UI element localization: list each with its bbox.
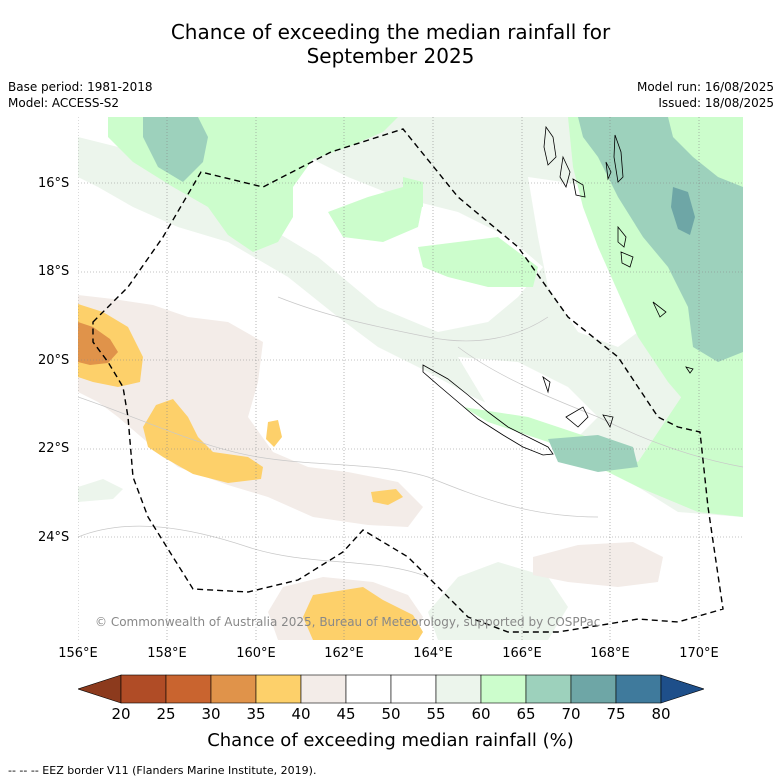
eez-border [92,128,724,633]
colorbar-segments [120,674,662,704]
colorbar-title: Chance of exceeding median rainfall (%) [207,730,574,751]
chart-title-line1: Chance of exceeding the median rainfall … [170,20,611,44]
colorbar-tick-label: 20 [111,705,131,723]
colorbar-tick-label: 45 [336,705,356,723]
copyright-text: © Commonwealth of Australia 2025, Bureau… [95,615,600,629]
new-caledonia-coastline [422,364,554,456]
lon-label-158e: 158°E [147,646,187,661]
colorbar-segment [255,674,302,704]
lon-label-166e: 166°E [502,646,542,661]
colorbar-segment [120,674,167,704]
colorbar-segment [390,674,437,704]
lat-label-24s: 24°S [38,530,70,545]
coastlines [422,125,694,456]
colorbar-tick-label: 80 [651,705,671,723]
colorbar-over-arrow [660,674,704,704]
colorbar-tick-label: 35 [246,705,266,723]
lat-label-20s: 20°S [38,353,70,368]
colorbar-segment [165,674,212,704]
lat-label-22s: 22°S [38,441,70,456]
lon-label-170e: 170°E [679,646,719,661]
colorbar-tick-label: 75 [606,705,626,723]
contour-lines [78,296,743,578]
zone-65-70 [143,117,743,472]
colorbar-segment [615,674,662,704]
colorbar-segment [525,674,572,704]
colorbar-segment [480,674,527,704]
lon-label-162e: 162°E [324,646,364,661]
colorbar-tick-label: 70 [561,705,581,723]
colorbar-tick-label: 50 [381,705,401,723]
lat-label-16s: 16°S [38,176,70,191]
colorbar-tick-label: 65 [516,705,536,723]
rainfall-map: © Commonwealth of Australia 2025, Bureau… [78,117,743,640]
chart-title-line2: September 2025 [306,44,475,68]
colorbar-tick-label: 40 [291,705,311,723]
colorbar-segment [210,674,257,704]
colorbar-tick-label: 30 [201,705,221,723]
model-run-label: Model run: 16/08/2025 [636,80,774,94]
lon-label-156e: 156°E [58,646,98,661]
issued-label: Issued: 18/08/2025 [658,96,774,110]
footer-note: -- -- -- EEZ border V11 (Flanders Marine… [8,764,317,777]
colorbar-segment [435,674,482,704]
colorbar-segment [300,674,347,704]
lat-label-18s: 18°S [38,264,70,279]
zone-30-35 [78,322,118,365]
colorbar-tick-label: 60 [471,705,491,723]
model-label: Model: ACCESS-S2 [8,96,120,110]
lon-label-160e: 160°E [236,646,276,661]
colorbar-under-arrow [78,674,122,704]
base-period-label: Base period: 1981-2018 [8,80,153,94]
grid-lines [78,117,743,640]
lon-label-164e: 164°E [413,646,453,661]
zone-60-65-inner [668,117,743,187]
lon-label-168e: 168°E [590,646,630,661]
colorbar-segment [570,674,617,704]
zone-70-75 [671,187,695,235]
colorbar-tick-label: 25 [156,705,176,723]
colorbar [78,674,704,704]
colorbar-segment [345,674,392,704]
colorbar-tick-label: 55 [426,705,446,723]
